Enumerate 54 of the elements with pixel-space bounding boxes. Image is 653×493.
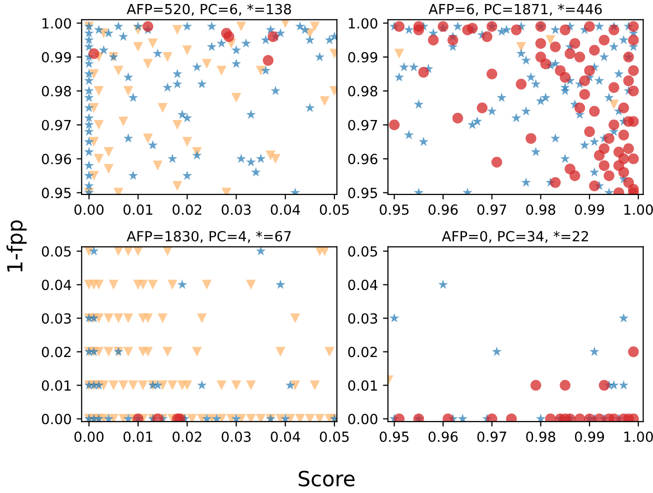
y-tick-label: 0.95 <box>42 188 71 198</box>
x-tick-label: 0.96 <box>428 204 458 215</box>
y-tick-label: 0.03 <box>348 313 378 324</box>
x-axis-title: Score <box>298 470 355 486</box>
y-tick-label: 0.99 <box>348 52 378 63</box>
x-tick-label: 0.04 <box>270 204 300 215</box>
x-tick-label: 0.98 <box>526 431 556 442</box>
y-tick-label: 0.99 <box>42 52 71 63</box>
y-tick-label: 0.97 <box>348 120 378 130</box>
x-tick-label: 0.99 <box>574 431 604 442</box>
y-tick-label: 0.00 <box>42 414 71 424</box>
x-tick-label: 0.00 <box>74 431 104 442</box>
x-tick-label: 0.03 <box>222 204 251 215</box>
y-tick-label: 0.00 <box>348 414 378 424</box>
y-tick-label: 0.03 <box>42 313 71 324</box>
x-tick-label: 0.95 <box>380 204 409 215</box>
x-tick-label: 0.96 <box>428 431 458 442</box>
x-tick-label: 0.04 <box>270 431 300 442</box>
chart-title: AFP=520, PC=6, *=138 <box>126 4 291 16</box>
y-axis-title: 1-fpp <box>6 220 27 272</box>
x-tick-label: 0.02 <box>172 431 202 442</box>
y-tick-label: 0.01 <box>42 380 71 391</box>
y-tick-label: 0.05 <box>42 246 71 257</box>
y-tick-label: 0.96 <box>348 154 378 164</box>
x-tick-label: 0.05 <box>320 204 349 215</box>
x-tick-label: 0.97 <box>477 204 506 215</box>
y-tick-label: 0.98 <box>42 86 71 96</box>
chart-title: AFP=1830, PC=4, *=67 <box>126 230 291 243</box>
chart-title: AFP=6, PC=1871, *=446 <box>428 4 602 16</box>
x-tick-label: 0.98 <box>526 204 556 215</box>
y-tick-label: 0.01 <box>348 380 377 391</box>
chart-title: AFP=0, PC=34, *=22 <box>442 230 588 243</box>
x-tick-label: 0.97 <box>477 431 506 442</box>
x-tick-label: 1.00 <box>624 431 653 442</box>
x-tick-label: 0.01 <box>124 431 152 442</box>
y-tick-label: 0.02 <box>348 346 377 358</box>
x-tick-label: 0.95 <box>380 431 409 442</box>
x-tick-label: 0.01 <box>124 204 152 215</box>
y-tick-label: 0.95 <box>348 188 378 198</box>
y-tick-label: 0.04 <box>348 280 378 290</box>
y-tick-label: 0.96 <box>42 154 72 164</box>
y-tick-label: 0.98 <box>348 86 378 96</box>
x-tick-label: 0.05 <box>320 431 349 442</box>
x-tick-label: 0.00 <box>74 204 104 215</box>
x-tick-label: 0.03 <box>222 431 251 442</box>
y-tick-label: 0.02 <box>42 346 71 358</box>
y-tick-label: 0.97 <box>42 120 71 130</box>
y-tick-label: 1.00 <box>42 18 71 29</box>
x-tick-label: 0.02 <box>172 204 202 215</box>
y-tick-label: 0.04 <box>42 280 72 290</box>
y-tick-label: 0.05 <box>348 246 378 257</box>
x-tick-label: 1.00 <box>624 204 653 215</box>
y-tick-label: 1.00 <box>348 18 378 29</box>
x-tick-label: 0.99 <box>574 204 604 215</box>
